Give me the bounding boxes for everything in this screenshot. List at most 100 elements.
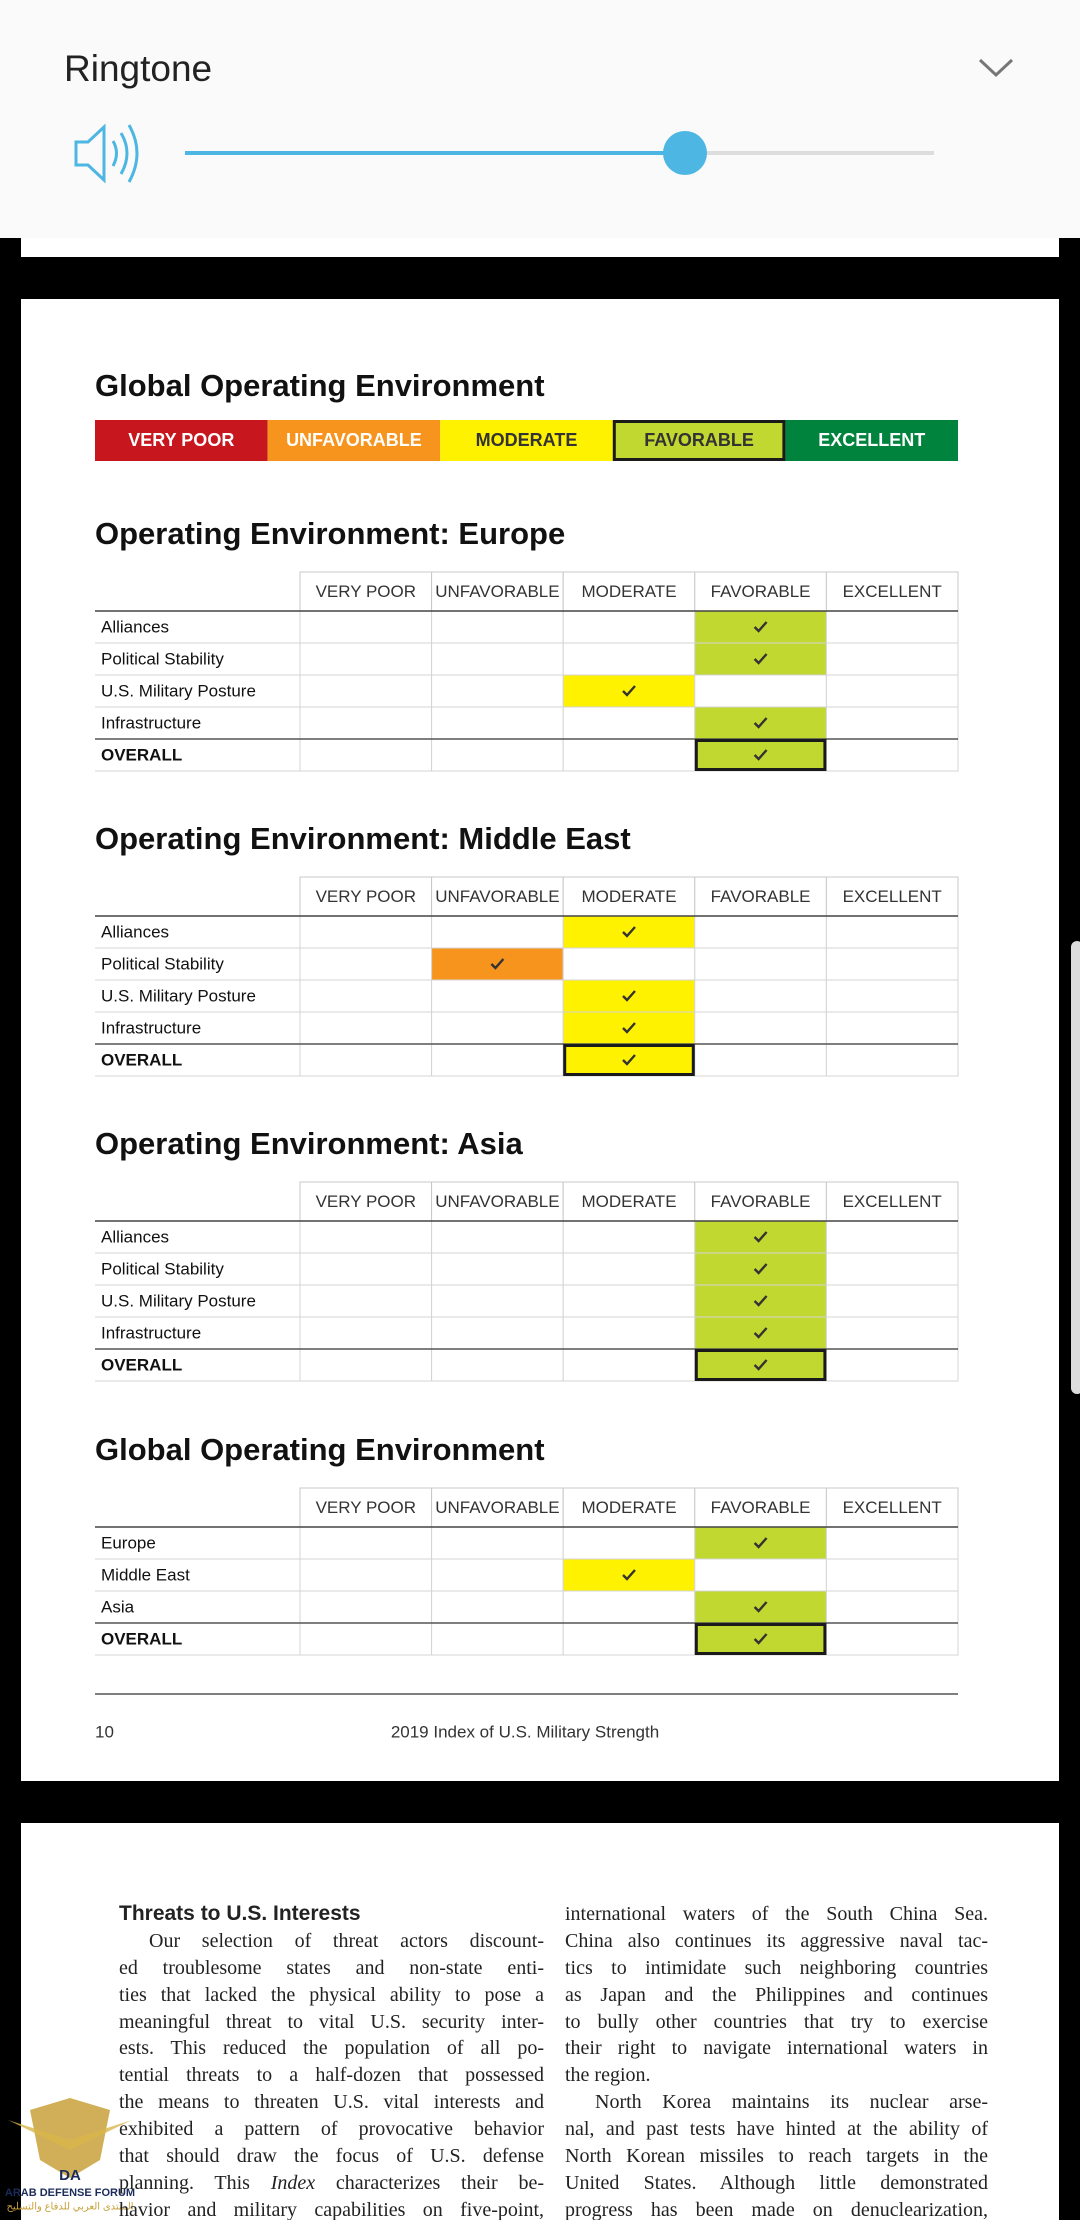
check-mark	[753, 717, 768, 729]
column-header: VERY POOR	[316, 582, 416, 601]
column-header: VERY POOR	[316, 1498, 416, 1517]
cell	[825, 610, 959, 644]
check-mark	[622, 1054, 636, 1066]
cell	[825, 979, 959, 1013]
cell	[825, 1316, 959, 1350]
text-line: progress has been made on denuclearizati…	[565, 2198, 988, 2220]
column-header: EXCELLENT	[843, 1192, 942, 1211]
cell	[825, 1043, 959, 1077]
cell	[825, 1220, 959, 1254]
cell	[431, 1590, 564, 1624]
cell	[431, 1348, 564, 1382]
legend-swatch	[267, 420, 441, 461]
text-segment: characterizes their be-	[315, 2171, 545, 2194]
overall-highlight	[694, 739, 827, 771]
cell	[299, 738, 433, 772]
overall-label: OVERALL	[101, 1355, 182, 1374]
text-line: that should draw the focus of U.S. defen…	[119, 2145, 544, 2168]
legend-highlight	[612, 420, 786, 461]
cell	[299, 979, 433, 1013]
column-header: UNFAVORABLE	[435, 582, 559, 601]
header-cell	[299, 876, 433, 917]
cell	[431, 1252, 564, 1286]
text-line: havior and military capabilities on five…	[119, 2198, 544, 2220]
watermark-arabic: المنتدى العربي للدفاع والتسليح	[6, 2202, 133, 2213]
watermark: DA ARAB DEFENSE FORUM المنتدى العربي للد…	[5, 2098, 135, 2213]
cell	[562, 1252, 696, 1286]
text-line: tics to intimidate such neighboring coun…	[565, 1956, 988, 1979]
cell	[299, 1284, 433, 1318]
cell	[299, 642, 433, 676]
legend-title: Global Operating Environment	[95, 368, 545, 403]
column-header: EXCELLENT	[843, 582, 942, 601]
legend-label: FAVORABLE	[644, 430, 754, 450]
cell	[825, 1622, 959, 1656]
row-label: Europe	[101, 1533, 156, 1552]
volume-panel	[0, 0, 1080, 238]
header-cell	[825, 876, 959, 917]
header-cell	[694, 1181, 827, 1222]
cell	[299, 915, 433, 949]
cell	[431, 915, 564, 949]
header-cell	[299, 1487, 433, 1528]
cell	[562, 1220, 696, 1254]
cell	[694, 1011, 827, 1045]
cell	[299, 610, 433, 644]
text-column: international waters of the South China …	[565, 1901, 988, 2220]
row-label: Middle East	[101, 1565, 190, 1584]
text-line: Our selection of threat actors discount-	[149, 1929, 544, 1952]
cell	[825, 738, 959, 772]
slider-thumb[interactable]	[663, 131, 707, 175]
check-mark	[490, 958, 505, 970]
column-header: EXCELLENT	[843, 1498, 942, 1517]
rating-cell	[694, 1284, 827, 1318]
check-mark	[753, 1263, 768, 1275]
cell	[825, 1348, 959, 1382]
cell	[562, 706, 696, 740]
speaker-icon[interactable]	[74, 123, 139, 184]
overall-highlight	[694, 1349, 827, 1381]
cell	[431, 642, 564, 676]
cell	[431, 979, 564, 1013]
header-cell	[431, 1487, 564, 1528]
row-label: Alliances	[101, 617, 169, 636]
header-cell	[694, 1487, 827, 1528]
scrollbar[interactable]	[1071, 941, 1080, 1394]
cell	[562, 1348, 696, 1382]
section-heading: Threats to U.S. Interests	[119, 1902, 361, 1925]
text-segment: planning. This	[119, 2171, 271, 2194]
cell	[299, 1590, 433, 1624]
cell	[562, 947, 696, 981]
legend-label: MODERATE	[476, 430, 578, 450]
cell	[694, 1043, 827, 1077]
expand-button[interactable]	[978, 58, 1014, 78]
cell	[299, 706, 433, 740]
cell	[431, 1220, 564, 1254]
text-line: United States. Although little demonstra…	[565, 2171, 988, 2194]
row-label: Asia	[101, 1597, 135, 1616]
table-title: Operating Environment: Asia	[95, 1126, 524, 1161]
legend-swatch	[95, 420, 268, 461]
column-header: VERY POOR	[316, 887, 416, 906]
legend-swatch	[440, 420, 613, 461]
cell	[299, 1316, 433, 1350]
text-column: Threats to U.S. Interests Our selection o…	[119, 1901, 544, 2220]
cell	[431, 610, 564, 644]
check-mark	[753, 621, 768, 633]
header-cell	[299, 571, 433, 612]
cell	[694, 947, 827, 981]
text-line: ests. This reduced the population of all…	[119, 2037, 544, 2060]
text-line: ed troublesome states and non-state enti…	[119, 1956, 544, 1979]
column-header: UNFAVORABLE	[435, 1192, 559, 1211]
row-label: U.S. Military Posture	[101, 986, 256, 1005]
page-number: 10	[95, 1722, 114, 1741]
row-label: Infrastructure	[101, 1323, 201, 1342]
text-segment: Index	[270, 2171, 316, 2194]
text-line: as Japan and the Philippines and continu…	[565, 1983, 988, 2006]
cell	[431, 1622, 564, 1656]
cell	[825, 706, 959, 740]
cell	[562, 1622, 696, 1656]
cell	[825, 1011, 959, 1045]
